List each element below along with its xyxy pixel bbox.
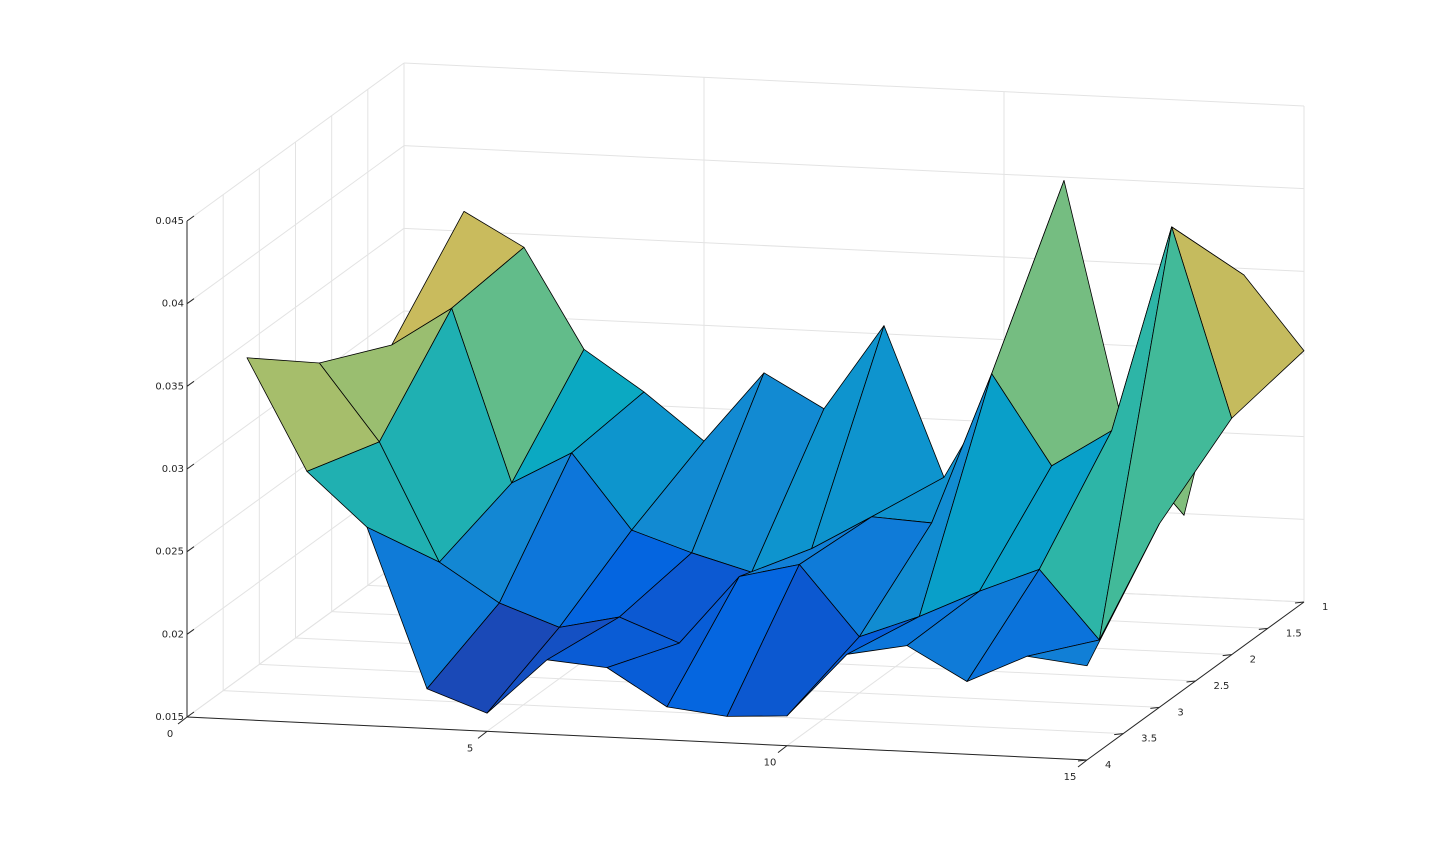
z-tick: [186, 711, 195, 718]
y-tick-label: 3.5: [1141, 734, 1157, 745]
grid-line: [403, 145, 1305, 190]
y-tick-label: 3: [1177, 707, 1183, 718]
x-tick-label: 5: [467, 743, 473, 754]
z-tick: [186, 298, 195, 305]
x-tick: [777, 745, 788, 754]
surface-face: [1026, 523, 1160, 667]
z-tick-label: 0.025: [155, 547, 184, 558]
x-tick-label: 10: [764, 758, 777, 769]
x-tick-label: 0: [167, 729, 173, 740]
y-tick: [1114, 733, 1124, 736]
z-tick-label: 0.015: [155, 712, 184, 723]
z-tick-label: 0.035: [155, 381, 184, 392]
grid-line: [403, 227, 1305, 272]
y-tick: [1150, 706, 1160, 709]
y-tick: [1077, 759, 1088, 762]
y-tick: [1294, 601, 1305, 604]
y-tick: [1186, 680, 1196, 683]
y-tick-label: 1: [1322, 602, 1328, 613]
x-tick-label: 15: [1064, 772, 1077, 783]
y-tick: [1222, 654, 1232, 657]
z-tick: [186, 463, 195, 470]
x-tick: [1077, 759, 1088, 768]
z-tick-label: 0.03: [162, 464, 184, 475]
z-tick: [186, 546, 195, 553]
grid-line: [403, 62, 1305, 107]
x-tick: [177, 716, 188, 725]
z-tick: [186, 380, 195, 387]
z-tick-label: 0.02: [162, 629, 184, 640]
y-tick-label: 2.5: [1214, 681, 1230, 692]
z-tick-label: 0.045: [155, 216, 184, 227]
z-tick-label: 0.04: [162, 299, 184, 310]
z-tick: [186, 215, 195, 222]
y-tick-label: 4: [1105, 760, 1111, 771]
grid-line: [223, 690, 1124, 735]
y-tick: [1258, 627, 1268, 630]
y-tick-label: 1.5: [1286, 628, 1302, 639]
x-axis: [186, 716, 1088, 761]
y-tick-label: 2: [1250, 655, 1256, 666]
x-tick: [477, 730, 488, 739]
z-tick: [186, 628, 195, 635]
